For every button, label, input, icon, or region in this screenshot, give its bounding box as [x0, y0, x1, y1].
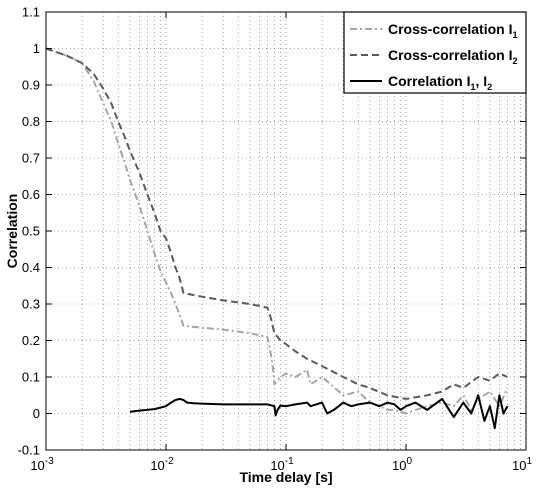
y-tick-label: 1.1	[22, 5, 40, 20]
y-tick-label: 0.7	[22, 151, 40, 166]
legend-label-3: Correlation I1, I2	[388, 73, 492, 92]
series-line-3	[129, 394, 509, 430]
series-line-1	[45, 47, 509, 415]
x-tick-base: 10	[270, 458, 284, 473]
y-tick-label: 0	[33, 406, 40, 421]
x-tick-label: 10-2	[150, 456, 174, 473]
y-tick-label: 0.2	[22, 333, 40, 348]
legend-label-text: Cross-correlation I	[388, 47, 512, 63]
legend-label-tail-sub: 2	[487, 82, 492, 92]
legend-label-sub: 1	[512, 30, 517, 40]
legend-label-1: Cross-correlation I1	[388, 21, 518, 40]
y-tick-label: -0.1	[18, 443, 40, 458]
legend-label-text: Correlation I	[388, 73, 470, 89]
x-tick-base: 10	[150, 458, 164, 473]
legend-label-2: Cross-correlation I2	[388, 47, 518, 66]
y-tick-label: 0.4	[22, 260, 40, 275]
y-tick-label: 1	[33, 41, 40, 56]
legend-label-text: Cross-correlation I	[388, 21, 512, 37]
x-tick-label: 10-1	[270, 456, 294, 473]
y-tick-label: 0.6	[22, 187, 40, 202]
x-tick-exp: -3	[45, 456, 54, 467]
y-tick-label: 0.5	[22, 224, 40, 239]
x-tick-base: 10	[512, 458, 526, 473]
x-tick-base: 10	[30, 458, 44, 473]
x-tick-exp: -2	[165, 456, 174, 467]
y-tick-label: 0.1	[22, 370, 40, 385]
x-tick-exp: 0	[406, 456, 412, 467]
x-tick-exp: -1	[285, 456, 294, 467]
legend-box	[343, 11, 527, 94]
x-axis-title: Time delay [s]	[239, 469, 332, 485]
legend-label-sub: 2	[512, 56, 517, 66]
series-line-2	[45, 47, 508, 400]
x-tick-label: 100	[392, 456, 412, 473]
x-tick-base: 10	[392, 458, 406, 473]
x-tick-label: 101	[512, 456, 532, 473]
y-tick-label: 0.8	[22, 114, 40, 129]
x-tick-exp: 1	[526, 456, 532, 467]
series-lines	[45, 47, 509, 430]
y-axis-title: Correlation	[4, 194, 20, 269]
axis-ticks: 10-3 10-2 10-1 100 101-0.100.10.20.30.40.50.…	[18, 5, 533, 474]
y-tick-label: 0.3	[22, 297, 40, 312]
legend-label-sub: 1	[470, 82, 475, 92]
legend-label-tail: , I	[475, 73, 487, 89]
y-tick-label: 0.9	[22, 78, 40, 93]
x-tick-label: 10-3	[30, 456, 54, 473]
